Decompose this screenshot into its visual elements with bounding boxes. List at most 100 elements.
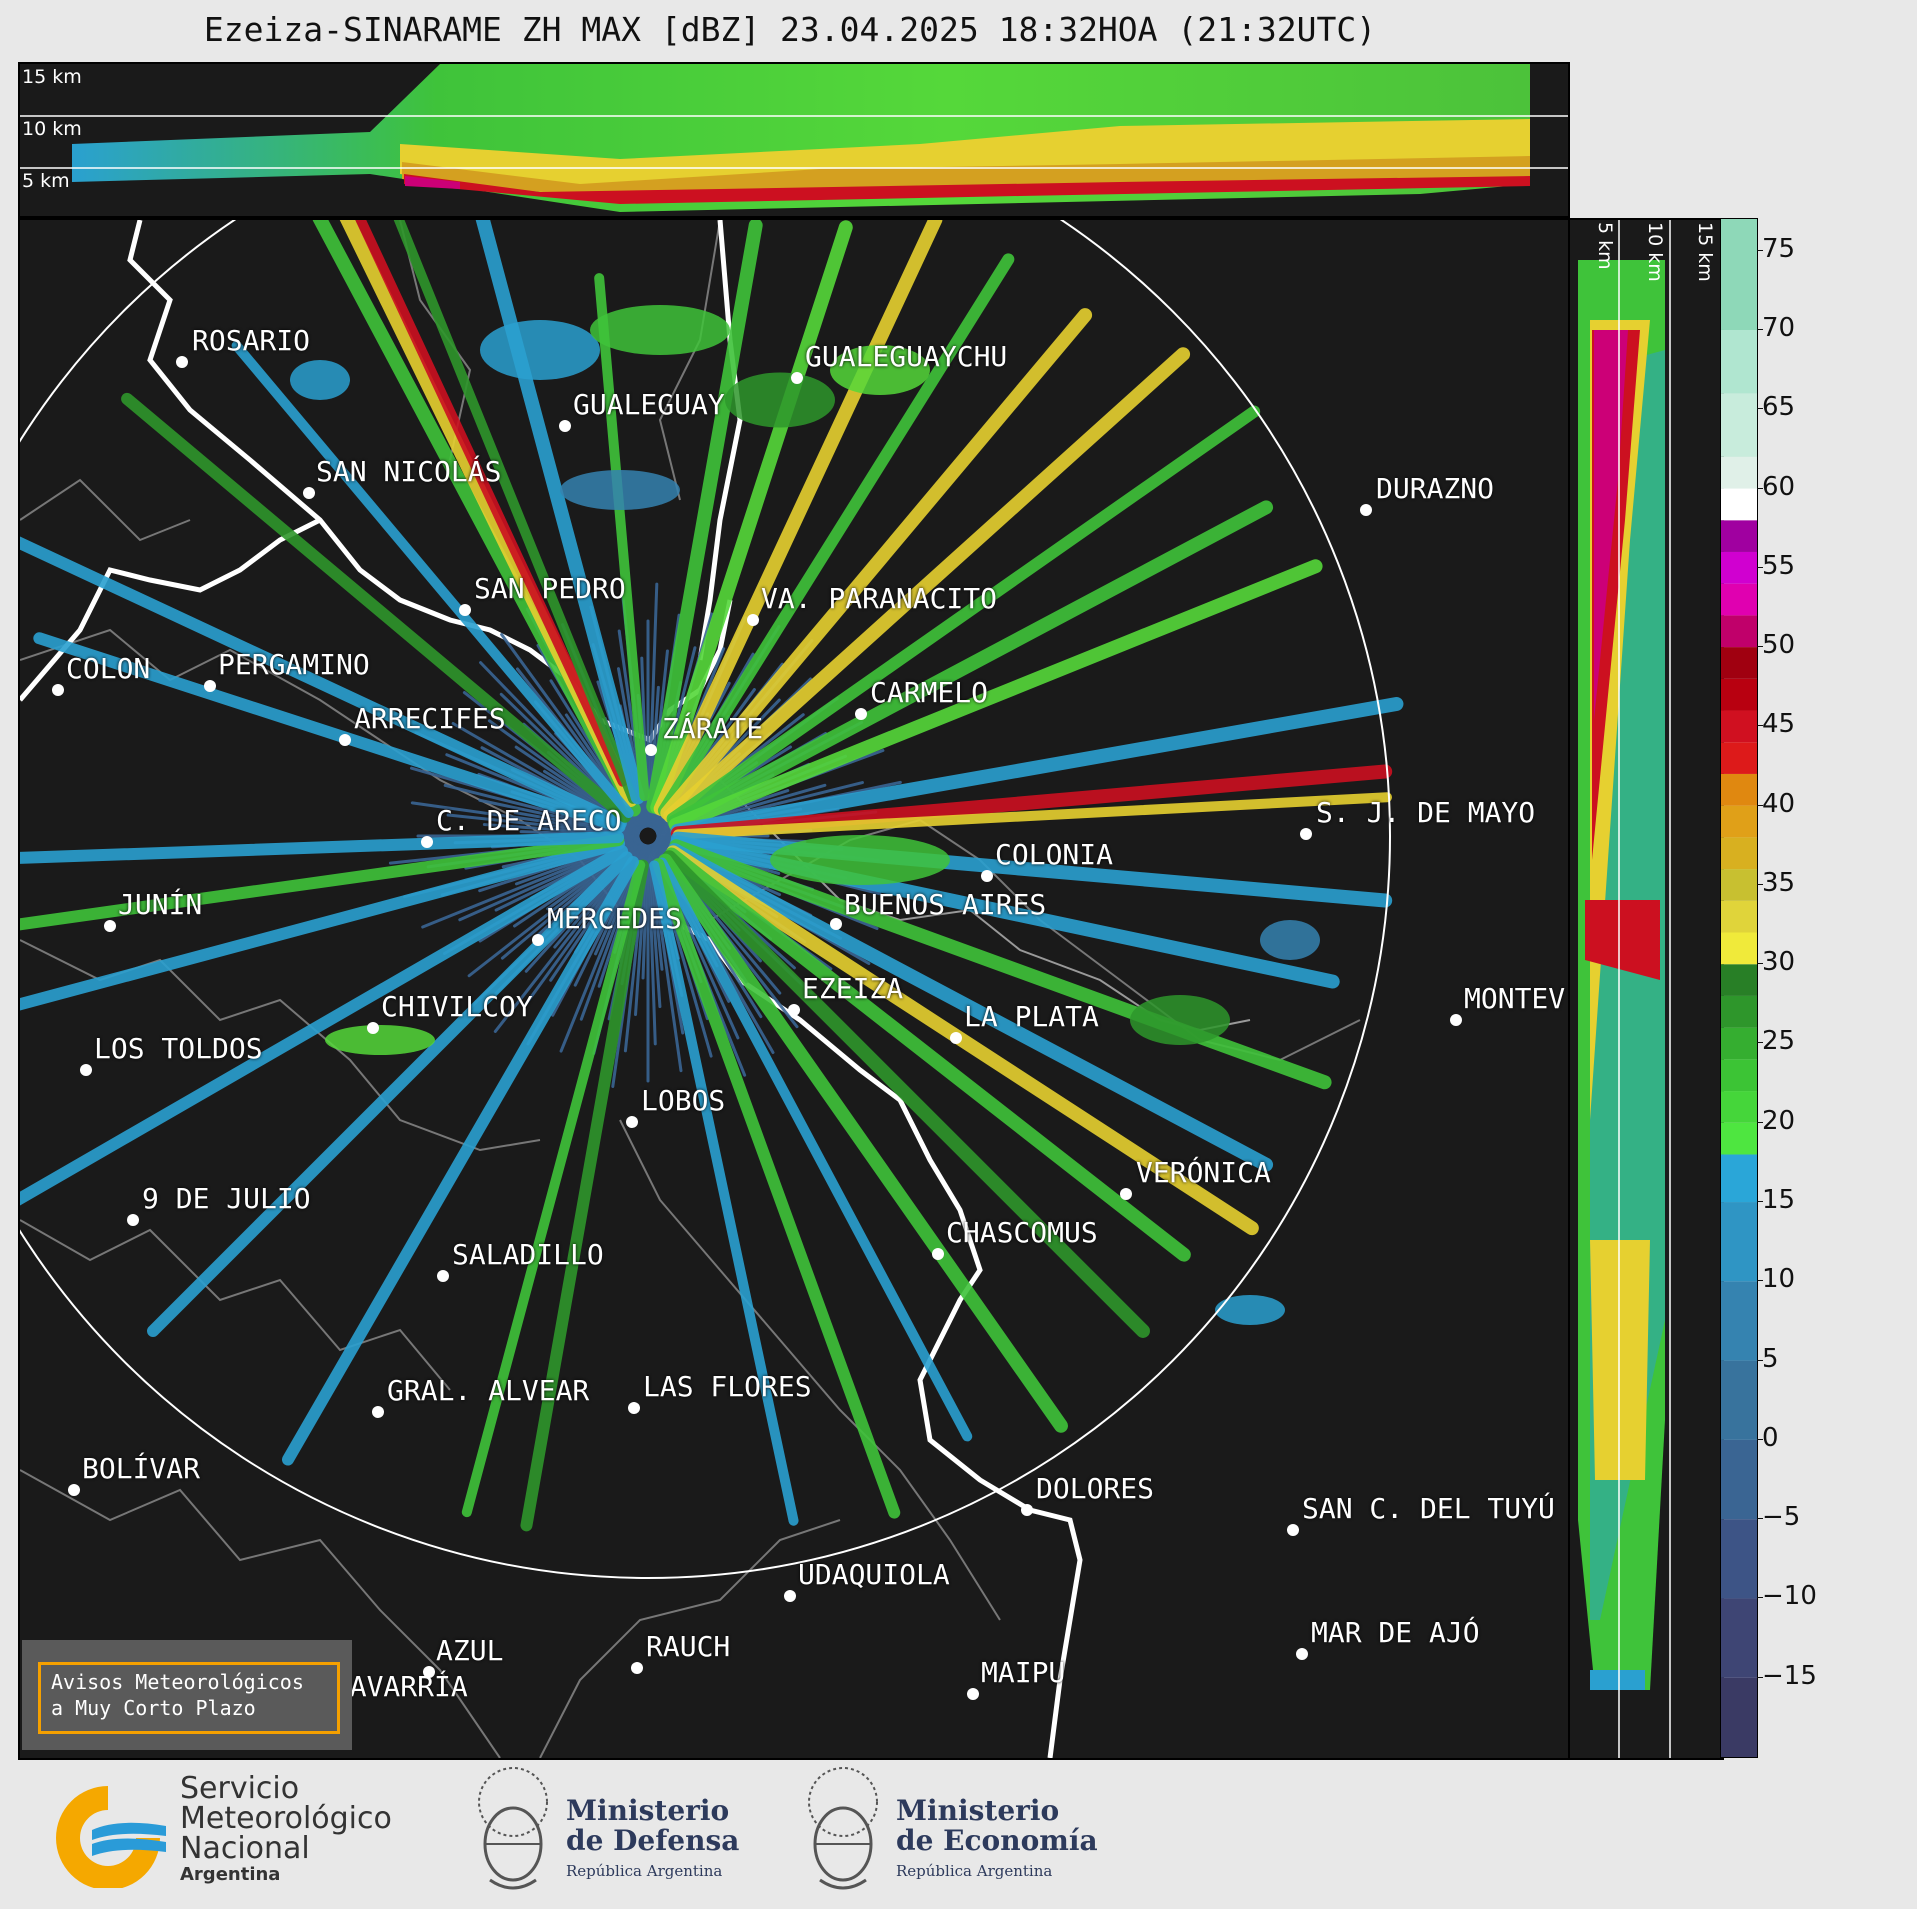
city-marker bbox=[423, 1666, 435, 1678]
smn-line-4: Argentina bbox=[180, 1864, 281, 1885]
argentina-coat-of-arms-icon bbox=[478, 1767, 548, 1890]
colorbar-segment bbox=[1721, 393, 1757, 457]
city-san-nicolas: SAN NICOLÁS bbox=[316, 455, 502, 488]
city-chivilcoy: CHIVILCOY bbox=[381, 990, 533, 1023]
city-marker bbox=[981, 870, 993, 882]
city-marker bbox=[68, 1484, 80, 1496]
radar-echo-rays bbox=[20, 220, 1404, 1532]
echo-ray bbox=[667, 500, 1274, 829]
city-marker bbox=[1021, 1504, 1033, 1516]
city-marker bbox=[339, 734, 351, 746]
city-marker bbox=[830, 918, 842, 930]
alert-line-1: Avisos Meteorológicos bbox=[51, 1670, 304, 1694]
height-label-5km: 5 km bbox=[22, 170, 70, 192]
echo-ray bbox=[662, 850, 1150, 1338]
echo-ray bbox=[646, 220, 763, 814]
city-azul: AZUL bbox=[436, 1634, 504, 1667]
city-marker bbox=[459, 604, 471, 616]
echo-ray bbox=[670, 764, 1393, 841]
city-san-c-del-tuyu: SAN C. DEL TUYÚ bbox=[1302, 1492, 1555, 1525]
colorbar-segment bbox=[1721, 1281, 1757, 1361]
smn-line-3: Nacional bbox=[180, 1831, 310, 1866]
city-marker bbox=[127, 1214, 139, 1226]
city-zarate: ZÁRATE bbox=[662, 712, 764, 745]
colorbar-segment bbox=[1721, 710, 1757, 743]
echo-ray bbox=[670, 697, 1404, 838]
city-marker bbox=[1120, 1188, 1132, 1200]
colorbar-segment bbox=[1721, 1519, 1757, 1599]
city-marker bbox=[791, 372, 803, 384]
city-marker bbox=[967, 1688, 979, 1700]
city-bolivar: BOLÍVAR bbox=[82, 1452, 201, 1485]
city-marker bbox=[747, 614, 759, 626]
city-marker bbox=[367, 1022, 379, 1034]
city-marker bbox=[626, 1116, 638, 1128]
alert-button[interactable]: Avisos Meteorológicos a Muy Corto Plazo bbox=[38, 1662, 340, 1734]
colorbar-segment bbox=[1721, 837, 1757, 870]
city-las-flores: LAS FLORES bbox=[643, 1370, 812, 1403]
colorbar-tick-label: −15 bbox=[1762, 1660, 1817, 1691]
city-gualeguay: GUALEGUAY bbox=[573, 388, 725, 421]
colorbar-tick-mark bbox=[1757, 725, 1763, 727]
colorbar-segment bbox=[1721, 1091, 1757, 1123]
province-borders bbox=[20, 220, 1361, 1758]
city-mercedes: MERCEDES bbox=[547, 902, 682, 935]
top-cross-section-image bbox=[20, 64, 1568, 212]
city-marker bbox=[80, 1064, 92, 1076]
city-gral-alvear: GRAL. ALVEAR bbox=[387, 1374, 590, 1407]
city-lobos: LOBOS bbox=[641, 1084, 726, 1117]
top-cross-section-panel: 15 km 10 km 5 km bbox=[18, 62, 1570, 218]
colorbar-segment bbox=[1721, 1598, 1757, 1678]
colorbar-segment bbox=[1721, 1202, 1757, 1282]
smn-logo-icon bbox=[56, 1786, 166, 1888]
echo-ray bbox=[660, 308, 1093, 821]
city-la-plata: LA PLATA bbox=[964, 1000, 1099, 1033]
city-marker bbox=[104, 920, 116, 932]
colorbar-tick-mark bbox=[1757, 883, 1763, 885]
city-los-toldos: LOS TOLDOS bbox=[94, 1032, 263, 1065]
echo-ray bbox=[20, 834, 625, 931]
colorbar-tick-label: 70 bbox=[1762, 312, 1796, 343]
colorbar-tick-mark bbox=[1757, 328, 1763, 330]
echo-ray bbox=[20, 837, 626, 1011]
colorbar-segment bbox=[1721, 647, 1757, 679]
colorbar-tick-mark bbox=[1757, 646, 1763, 648]
colorbar-tick-mark bbox=[1757, 963, 1763, 965]
height-label-15km: 15 km bbox=[22, 66, 82, 88]
smn-line-1: Servicio bbox=[180, 1771, 300, 1806]
city-rauch: RAUCH bbox=[646, 1630, 731, 1663]
echo-cluster bbox=[770, 835, 950, 885]
city-marker bbox=[559, 420, 571, 432]
colorbar-tick-mark bbox=[1757, 1438, 1763, 1440]
colorbar-tick-mark bbox=[1757, 249, 1763, 251]
colorbar-tick-label: 20 bbox=[1762, 1105, 1796, 1136]
defensa-line-3: República Argentina bbox=[566, 1862, 723, 1880]
city-junin: JUNÍN bbox=[118, 888, 203, 921]
colorbar-tick-label: 5 bbox=[1762, 1343, 1779, 1374]
range-ring bbox=[20, 220, 1391, 1579]
colorbar-tick-label: 40 bbox=[1762, 788, 1796, 819]
echo-cluster bbox=[1215, 1295, 1285, 1325]
echo-cluster bbox=[1260, 920, 1320, 960]
echo-ray bbox=[657, 857, 973, 1442]
city-rosario: ROSARIO bbox=[192, 324, 311, 357]
colorbar-segment bbox=[1721, 900, 1757, 933]
echo-ray bbox=[20, 845, 629, 1206]
colorbar-segment bbox=[1721, 1677, 1757, 1757]
colorbar-segment bbox=[1721, 1154, 1757, 1203]
echo-ray bbox=[493, 842, 644, 1033]
city-saladillo: SALADILLO bbox=[452, 1238, 604, 1271]
echo-ray bbox=[594, 273, 650, 802]
colorbar-segment bbox=[1721, 520, 1757, 552]
colorbar-tick-label: −10 bbox=[1762, 1581, 1817, 1612]
colorbar-tick-mark bbox=[1757, 487, 1763, 489]
colorbar-tick-mark bbox=[1757, 1121, 1763, 1123]
colorbar-tick-label: 35 bbox=[1762, 867, 1796, 898]
colorbar-tick-mark bbox=[1757, 1597, 1763, 1599]
city-marker bbox=[1287, 1524, 1299, 1536]
city-marker bbox=[303, 487, 315, 499]
city-carmelo: CARMELO bbox=[870, 676, 989, 709]
echo-ray bbox=[658, 853, 1068, 1433]
colorbar-segment bbox=[1721, 615, 1757, 648]
colorbar-segment bbox=[1721, 329, 1757, 394]
